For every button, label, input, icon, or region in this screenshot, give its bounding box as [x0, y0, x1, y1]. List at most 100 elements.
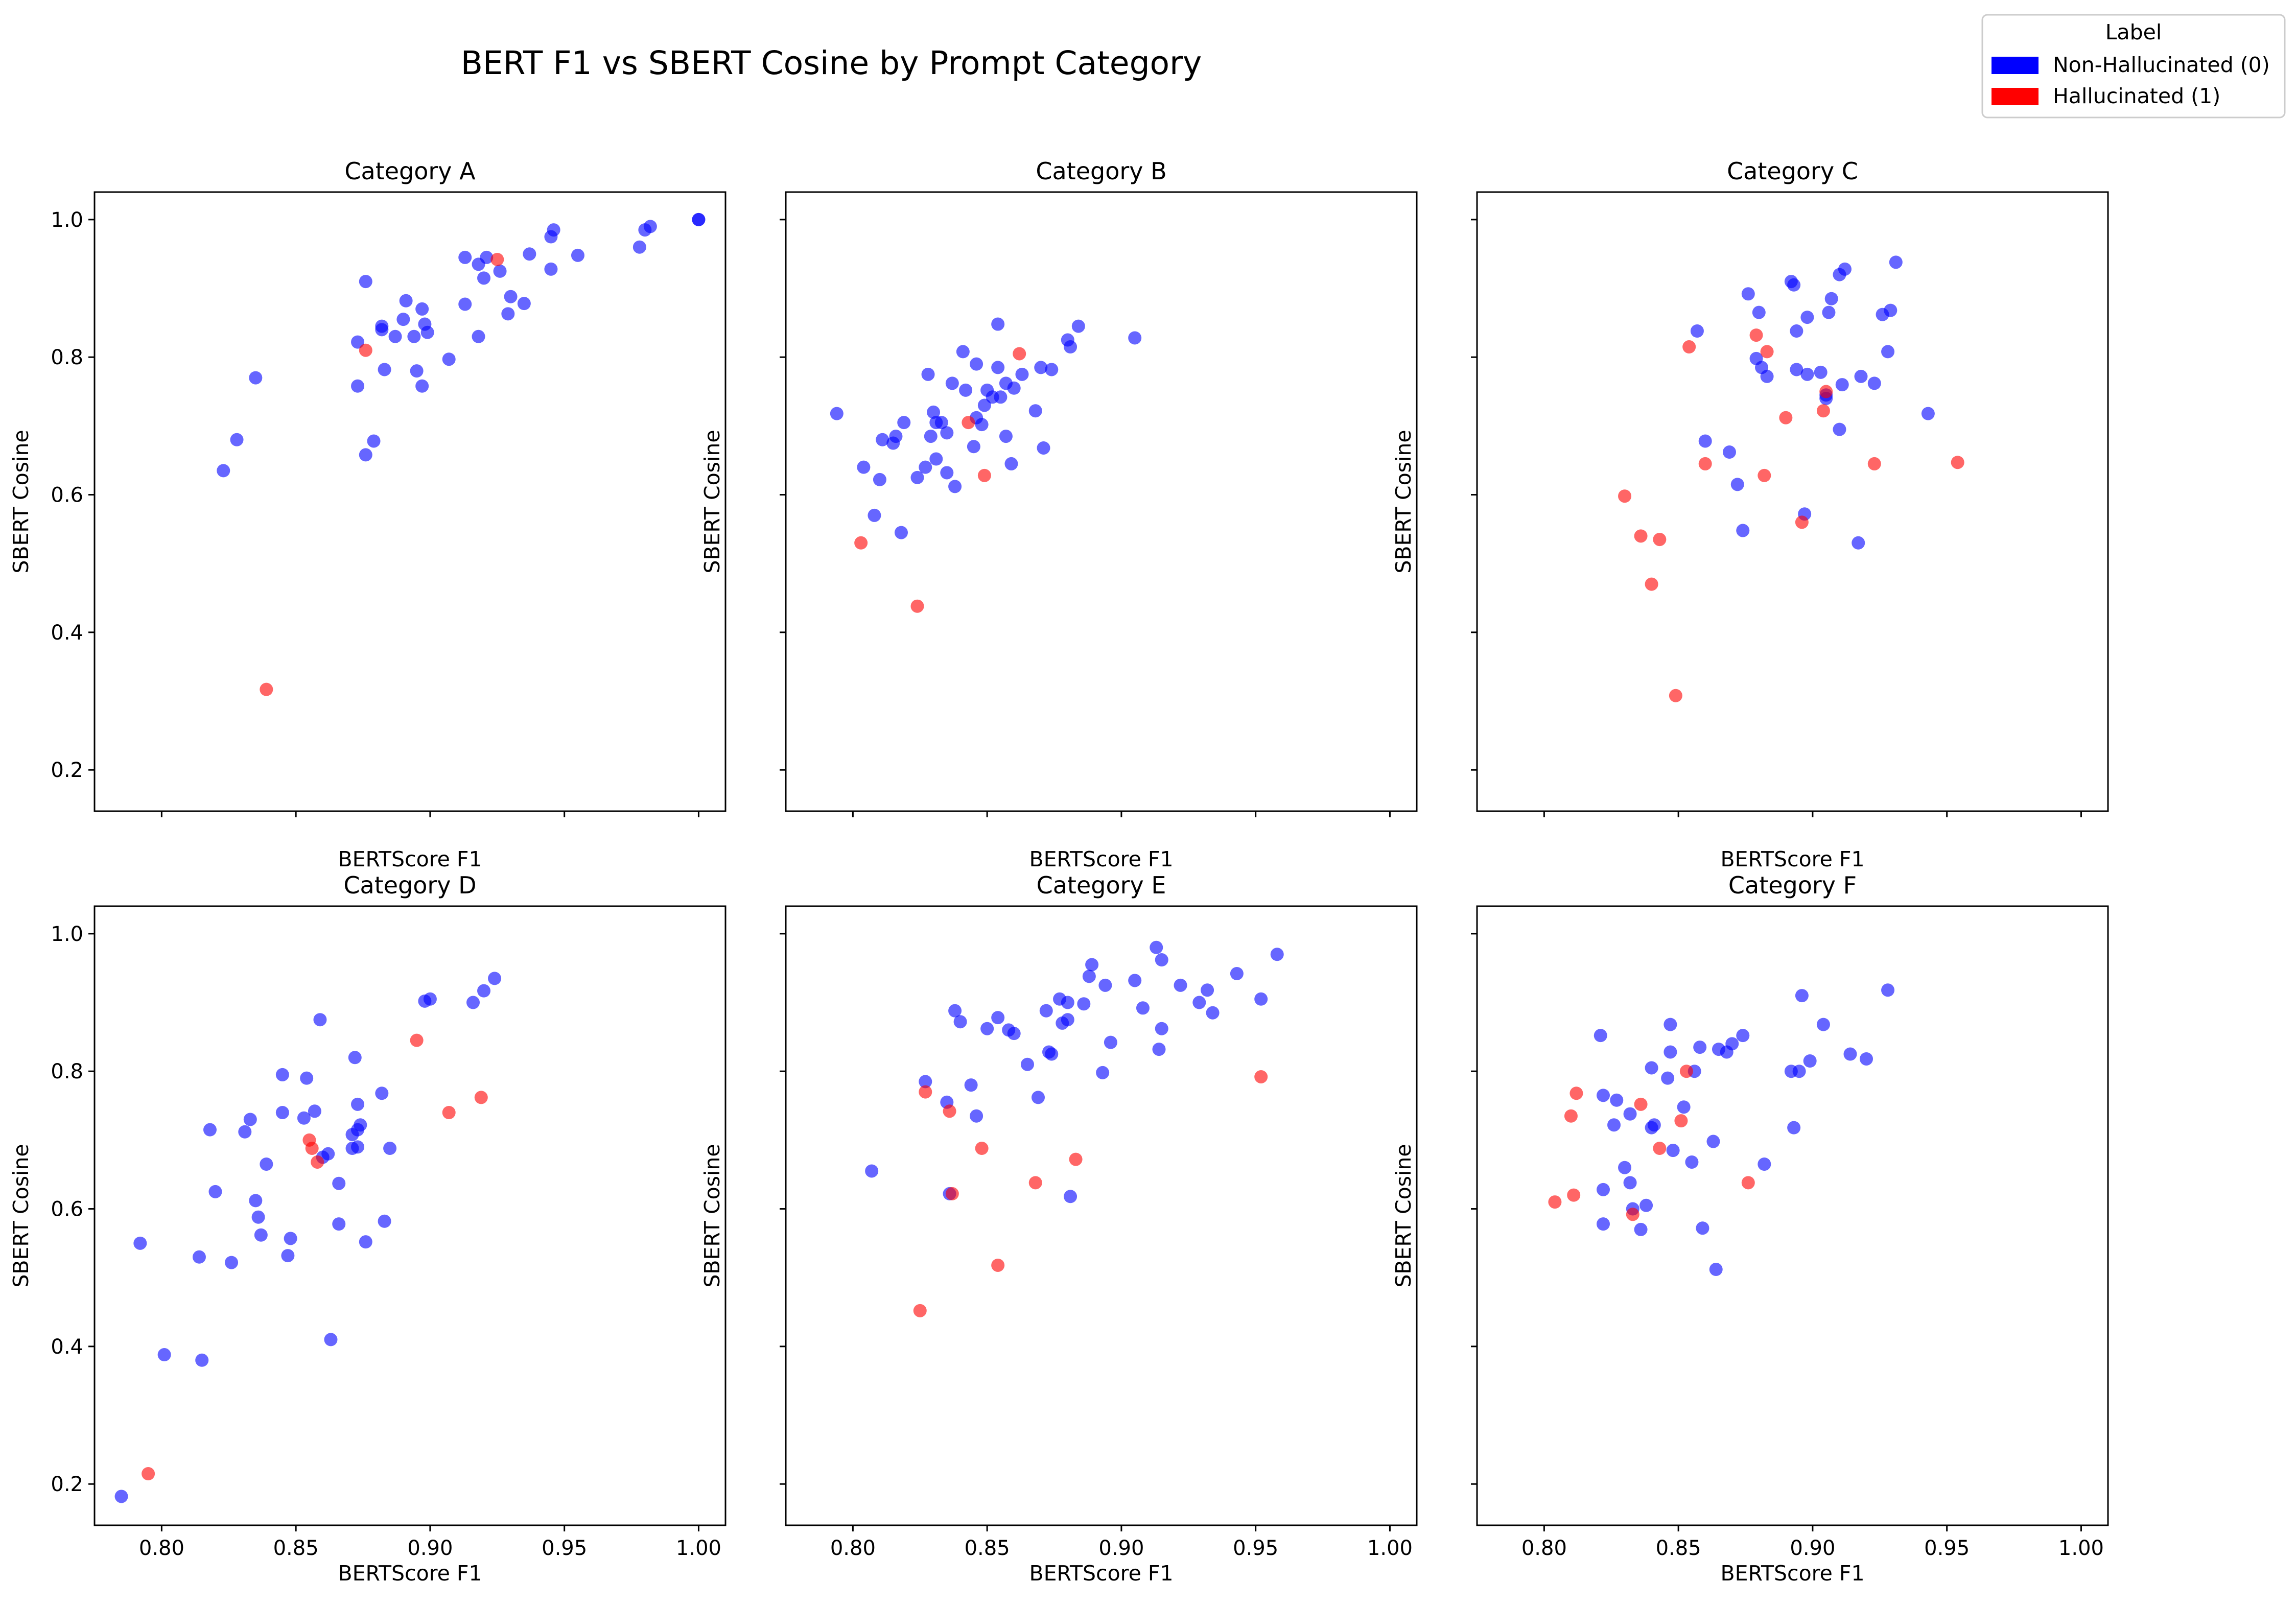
data-point	[504, 290, 518, 303]
x-tick-label: 0.85	[273, 1537, 319, 1560]
data-point	[1889, 255, 1903, 269]
data-point	[1071, 319, 1085, 333]
data-point	[1007, 381, 1021, 395]
data-point	[1682, 340, 1696, 353]
data-point	[474, 1091, 488, 1104]
y-axis-label: SBERT Cosine	[1391, 430, 1416, 573]
data-point	[1174, 978, 1187, 992]
data-point	[1192, 996, 1206, 1009]
x-axis-label: BERTScore F1	[338, 1561, 482, 1586]
y-tick-label: 0.6	[51, 484, 83, 507]
data-point	[927, 405, 941, 419]
data-point	[238, 1125, 252, 1139]
data-point	[348, 1051, 362, 1065]
data-point	[1045, 1047, 1059, 1061]
data-point	[359, 275, 372, 289]
data-point	[1150, 940, 1163, 954]
data-point	[1723, 445, 1736, 459]
data-point	[910, 599, 924, 613]
data-point	[466, 996, 480, 1009]
x-tick-label: 1.00	[2058, 1537, 2104, 1560]
data-point	[1736, 1029, 1750, 1043]
x-axis-label: BERTScore F1	[1720, 1561, 1864, 1586]
axes-frame	[93, 191, 727, 812]
data-point	[1760, 345, 1774, 359]
series-hallucinated-1	[1548, 1065, 1755, 1221]
legend-swatch-non-hallucinated	[1992, 57, 2039, 74]
data-point	[1618, 1161, 1632, 1174]
data-point	[1852, 536, 1865, 550]
series-non-hallucinated-0	[1690, 255, 1935, 550]
data-point	[1206, 1006, 1220, 1020]
data-point	[1254, 992, 1268, 1006]
data-point	[359, 1235, 372, 1249]
data-point	[388, 329, 402, 343]
x-tick-label: 0.95	[1924, 1537, 1970, 1560]
data-point	[692, 212, 706, 226]
data-point	[1020, 1057, 1034, 1071]
data-point	[1795, 515, 1809, 529]
data-point	[1069, 1152, 1083, 1166]
subplot-category-e: Category E 0.80 0.85 0.90 0.95 1.00 BERTScore …	[700, 871, 1418, 1586]
data-point	[1597, 1183, 1610, 1196]
data-point	[1741, 287, 1755, 301]
data-point	[332, 1217, 346, 1231]
data-point	[1752, 305, 1766, 319]
series-hallucinated-1	[260, 252, 504, 696]
data-point	[1082, 970, 1096, 983]
data-point	[415, 302, 429, 316]
data-point	[300, 1071, 314, 1085]
data-point	[297, 1111, 311, 1125]
data-point	[1854, 369, 1868, 383]
data-point	[1064, 340, 1077, 353]
data-point	[442, 352, 456, 366]
data-point	[1677, 1100, 1691, 1114]
data-point	[1779, 411, 1793, 424]
data-point	[305, 1142, 319, 1155]
data-point	[1155, 953, 1168, 967]
data-point	[1045, 363, 1059, 376]
data-point	[929, 452, 943, 466]
data-point	[1674, 1114, 1688, 1128]
data-point	[967, 440, 980, 454]
data-point	[375, 319, 389, 333]
data-point	[1741, 1176, 1755, 1190]
series-hallucinated-1	[913, 1070, 1268, 1317]
data-point	[1623, 1107, 1637, 1121]
data-point	[1136, 1001, 1150, 1015]
data-point	[830, 407, 844, 420]
data-point	[919, 460, 932, 474]
data-point	[1128, 331, 1142, 345]
data-point	[1884, 303, 1897, 317]
data-point	[311, 1155, 324, 1169]
data-point	[1661, 1071, 1675, 1085]
data-point	[523, 247, 536, 261]
legend: Label Non-Hallucinated (0) Hallucinated …	[1981, 14, 2286, 119]
data-point	[1028, 1176, 1042, 1190]
data-point	[1833, 422, 1846, 436]
data-point	[493, 264, 507, 278]
series-hallucinated-1	[1618, 328, 1964, 702]
data-point	[351, 1140, 365, 1154]
x-tick-label: 0.95	[542, 1537, 587, 1560]
data-point	[157, 1348, 171, 1362]
data-point	[924, 430, 938, 443]
y-axis-label: SBERT Cosine	[9, 430, 33, 573]
y-tick-label: 0.4	[51, 1335, 83, 1359]
y-axis-label: SBERT Cosine	[700, 430, 724, 573]
data-point	[894, 526, 908, 539]
data-point	[423, 992, 437, 1006]
data-point	[940, 466, 954, 480]
data-point	[970, 357, 983, 371]
data-point	[420, 325, 434, 339]
data-point	[284, 1232, 297, 1245]
data-point	[458, 250, 472, 264]
data-point	[1098, 978, 1112, 992]
data-point	[410, 364, 424, 378]
data-point	[999, 430, 1013, 443]
data-point	[1787, 1121, 1801, 1135]
data-point	[919, 1075, 932, 1089]
data-point	[383, 1142, 397, 1155]
series-hallucinated-1	[142, 1033, 488, 1480]
